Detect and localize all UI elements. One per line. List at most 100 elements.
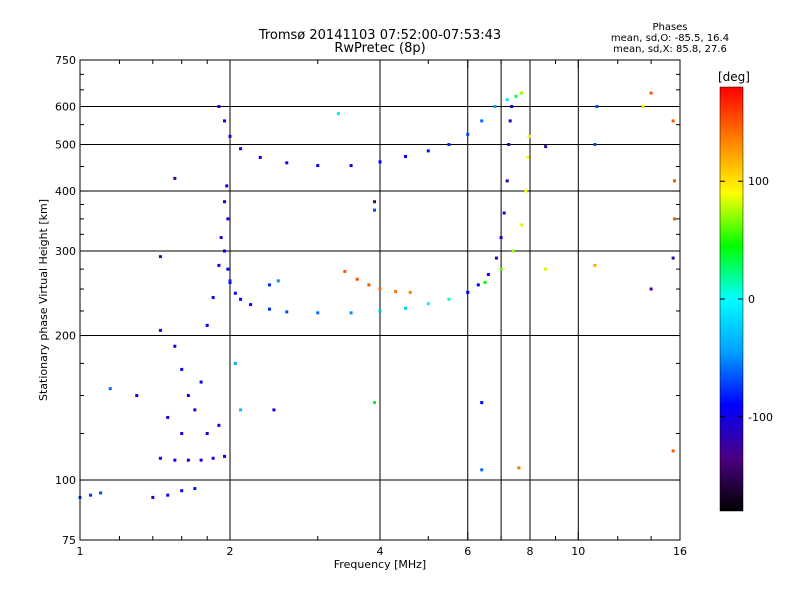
data-point — [499, 236, 503, 240]
stats-o-mode: mean, sd,O: -85.5, 16.4 — [610, 33, 730, 44]
data-point — [595, 105, 599, 109]
data-point — [211, 296, 215, 300]
data-point — [223, 454, 227, 458]
stats-title: Phases — [652, 22, 688, 33]
data-point — [223, 119, 227, 123]
x-tick-label: 1 — [77, 545, 84, 558]
data-point — [89, 493, 93, 497]
data-point — [135, 394, 139, 398]
x-tick-label: 10 — [571, 545, 585, 558]
data-point — [378, 160, 382, 164]
data-point — [193, 408, 197, 412]
data-point — [480, 468, 484, 472]
data-point — [524, 189, 528, 193]
data-point — [211, 456, 215, 460]
data-point — [233, 291, 237, 295]
data-point — [199, 458, 203, 462]
data-point — [649, 91, 653, 95]
y-tick-label: 750 — [55, 54, 76, 67]
data-point — [527, 134, 531, 138]
stats-x-mode: mean, sd,X: 85.8, 27.6 — [613, 44, 727, 55]
data-point — [226, 217, 230, 221]
data-point — [373, 200, 377, 204]
data-point — [508, 119, 512, 123]
data-point — [494, 256, 498, 260]
data-point — [486, 273, 490, 277]
data-point — [249, 303, 253, 307]
data-point — [186, 394, 190, 398]
data-point — [226, 267, 230, 271]
data-points — [78, 91, 677, 499]
data-point — [520, 91, 524, 95]
data-point — [316, 164, 320, 168]
data-point — [336, 112, 340, 116]
data-point — [151, 495, 155, 499]
colorbar-ticks: 100 0 -100 — [720, 175, 773, 424]
data-point — [426, 149, 430, 153]
data-point — [378, 287, 382, 291]
data-point — [517, 466, 521, 470]
data-point — [510, 105, 514, 109]
data-point — [166, 493, 170, 497]
data-point — [673, 179, 677, 183]
y-tick-label: 200 — [55, 330, 76, 343]
data-point — [108, 387, 112, 391]
data-point — [239, 297, 243, 301]
data-point — [641, 105, 645, 109]
data-point — [378, 309, 382, 313]
data-point — [272, 408, 276, 412]
y-tick-label: 600 — [55, 101, 76, 114]
x-tick-label: 16 — [673, 545, 687, 558]
colorbar-tick-label: 0 — [748, 293, 755, 306]
data-point — [466, 132, 470, 136]
data-point — [173, 458, 177, 462]
x-tick-label: 8 — [527, 545, 534, 558]
data-point — [205, 323, 209, 327]
y-axis-label: Stationary phase Virtual Height [km] — [37, 199, 50, 401]
data-point — [205, 432, 209, 436]
data-point — [403, 306, 407, 310]
grid — [80, 60, 680, 540]
data-point — [447, 143, 451, 147]
data-point — [233, 361, 237, 365]
colorbar-unit-label: [deg] — [718, 70, 750, 84]
data-point — [355, 277, 359, 281]
data-point — [228, 279, 232, 283]
data-point — [514, 94, 518, 98]
data-point — [426, 302, 430, 306]
data-point — [673, 217, 677, 221]
data-point — [99, 491, 103, 495]
data-point — [180, 489, 184, 493]
data-point — [505, 98, 509, 102]
data-point — [373, 208, 377, 212]
data-point — [199, 380, 203, 384]
x-tick-label: 6 — [464, 545, 471, 558]
data-point — [520, 223, 524, 227]
data-point — [173, 176, 177, 180]
data-point — [403, 155, 407, 159]
data-point — [267, 283, 271, 287]
data-point — [671, 256, 675, 260]
data-point — [173, 344, 177, 348]
data-point — [158, 328, 162, 332]
data-point — [483, 280, 487, 284]
data-point — [349, 311, 353, 315]
data-point — [217, 105, 221, 109]
data-point — [225, 184, 229, 188]
data-point — [343, 269, 347, 273]
data-point — [217, 263, 221, 267]
data-point — [223, 200, 227, 204]
data-point — [285, 161, 289, 165]
data-point — [593, 143, 597, 147]
data-point — [180, 367, 184, 371]
x-tick-label: 4 — [377, 545, 384, 558]
data-point — [499, 267, 503, 271]
data-point — [408, 290, 412, 294]
colorbar-tick-label: 100 — [748, 175, 769, 188]
data-point — [285, 310, 289, 314]
x-axis-label: Frequency [MHz] — [334, 558, 426, 571]
data-point — [511, 249, 515, 253]
data-point — [349, 164, 353, 168]
axes: 1 2 4 6 8 10 16 75 100 200 300 400 500 600 750 — [55, 54, 687, 558]
